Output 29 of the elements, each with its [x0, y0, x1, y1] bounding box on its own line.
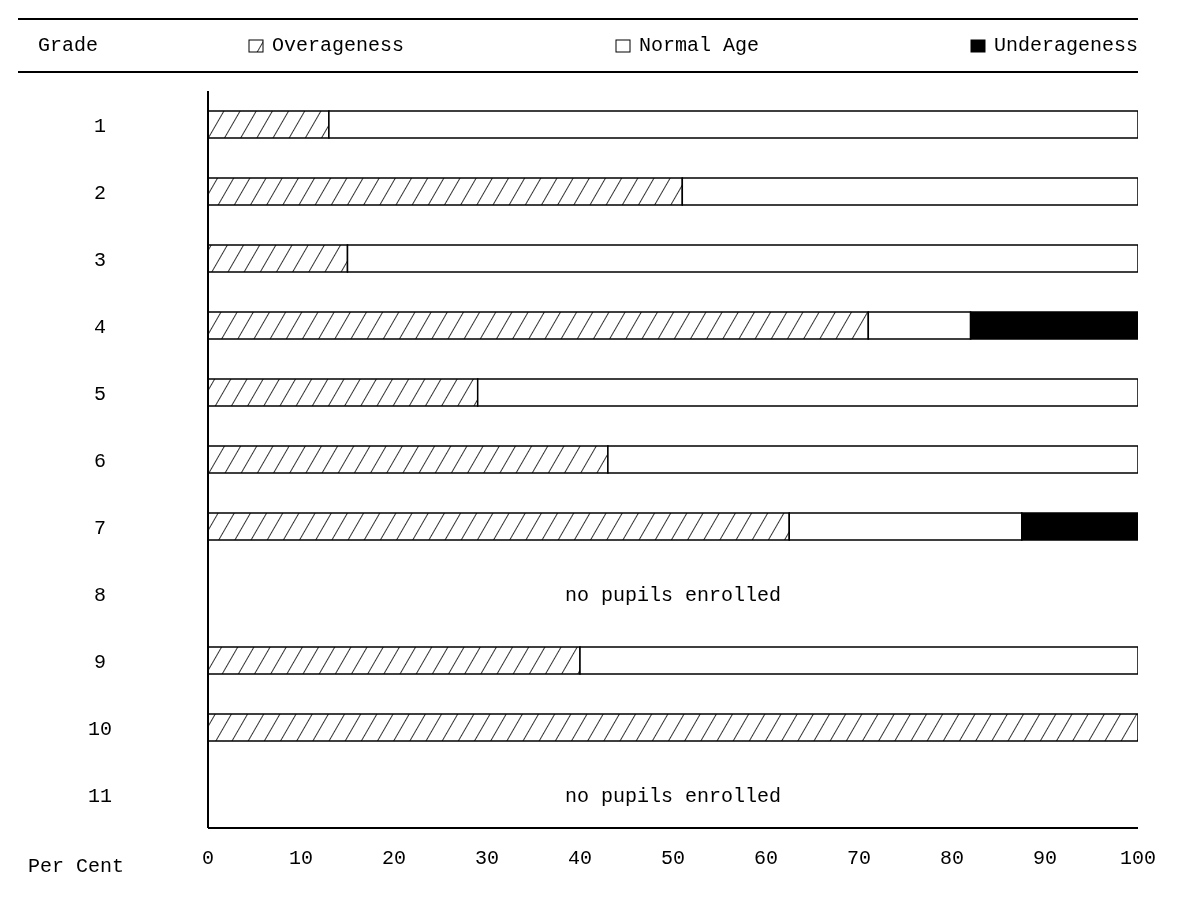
x-tick-label: 70: [846, 847, 872, 871]
x-tick-label: 90: [1032, 847, 1058, 871]
y-tick-label: 1: [93, 114, 107, 138]
x-tick-label: 0: [201, 847, 215, 871]
y-tick-label: 6: [93, 449, 107, 473]
legend-label: Underageness: [992, 34, 1138, 57]
y-tick-label: 8: [93, 583, 107, 607]
y-tick-label: 10: [87, 717, 113, 741]
x-tick-label: 80: [939, 847, 965, 871]
x-tick-label: 10: [288, 847, 314, 871]
y-tick-label: 3: [93, 248, 107, 272]
y-tick-label: 5: [93, 382, 107, 406]
x-tick-label: 20: [381, 847, 407, 871]
legend-label: Overageness: [271, 34, 405, 57]
y-tick-label: 4: [93, 315, 107, 339]
x-axis-title: Per Cent: [28, 855, 125, 878]
x-tick-label: 100: [1119, 847, 1157, 871]
x-tick-label: 50: [660, 847, 686, 871]
annotation: no pupils enrolled: [564, 784, 782, 808]
y-tick-label: 7: [93, 516, 107, 540]
legend-label: Normal Age: [638, 34, 760, 57]
x-tick-label: 40: [567, 847, 593, 871]
x-tick-label: 60: [753, 847, 779, 871]
y-tick-label: 2: [93, 181, 107, 205]
y-tick-label: 11: [87, 784, 113, 808]
annotation: no pupils enrolled: [564, 583, 782, 607]
x-tick-label: 30: [474, 847, 500, 871]
y-axis-title: Grade: [37, 34, 99, 57]
y-tick-label: 9: [93, 650, 107, 674]
